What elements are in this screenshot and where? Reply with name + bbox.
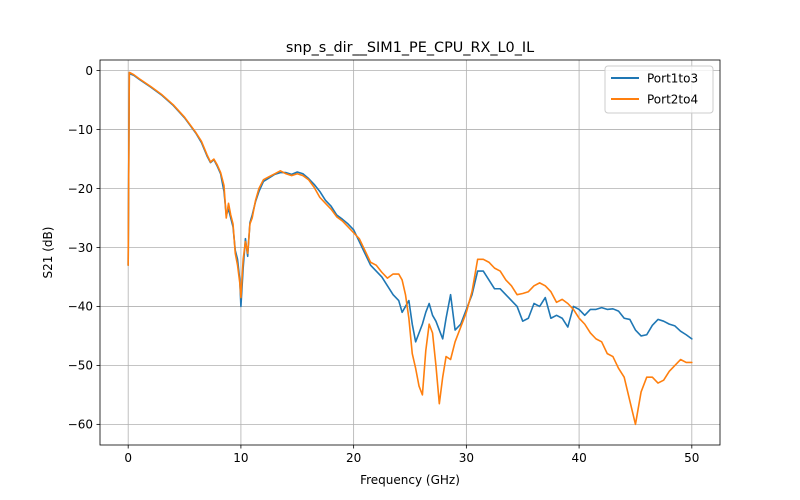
legend-label-port1to3: Port1to3: [647, 72, 698, 86]
x-tick-label: 10: [233, 451, 248, 465]
x-axis-label: Frequency (GHz): [360, 473, 460, 487]
axes: 0 10 20 30 40 50 0 −10 −20 −30 −40 −50 −60: [68, 64, 700, 465]
y-tick-label: −20: [68, 182, 93, 196]
x-tick-label: 20: [346, 451, 361, 465]
x-tick-label: 50: [684, 451, 699, 465]
y-tick-label: 0: [85, 64, 93, 78]
legend-label-port2to4: Port2to4: [647, 93, 698, 107]
series-lines: [127, 71, 693, 426]
y-tick-label: −50: [68, 359, 93, 373]
x-tick-label: 40: [571, 451, 586, 465]
x-tick-label: 30: [459, 451, 474, 465]
y-tick-label: −60: [68, 418, 93, 432]
y-tick-label: −30: [68, 241, 93, 255]
series-line-port2to4: [127, 71, 693, 426]
chart-title: snp_s_dir__SIM1_PE_CPU_RX_L0_IL: [286, 40, 534, 56]
plot-frame: [99, 59, 721, 446]
y-axis-label: S21 (dB): [41, 227, 55, 279]
y-tick-label: −40: [68, 300, 93, 314]
y-tick-label: −10: [68, 123, 93, 137]
x-tick-label: 0: [124, 451, 132, 465]
legend: Port1to3 Port2to4: [604, 65, 714, 114]
